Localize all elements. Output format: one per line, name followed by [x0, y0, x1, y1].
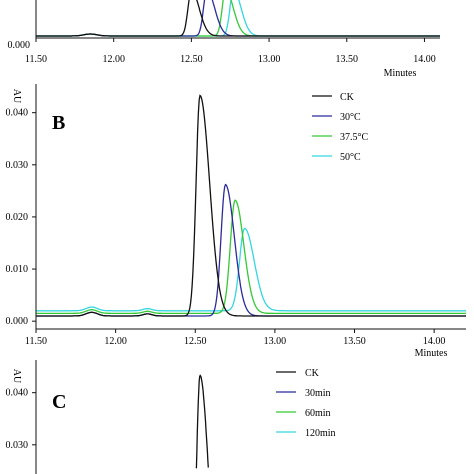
panel-b-legend: CK 30°C 37.5°C 50°C	[312, 92, 368, 163]
panel-a-x-tick-label: 12.50	[180, 54, 203, 65]
panel-b-x-ticks: 11.50 12.00 12.50 13.00 13.50 14.00	[25, 329, 445, 347]
panel-c-series-line	[195, 374, 209, 469]
panel-a-x-tick-label: 12.00	[102, 54, 125, 65]
panel-b-x-tick-label: 13.50	[343, 336, 366, 347]
panel-b: AU B 11.50 12.00 12.50 13.00 13.50 14.00 0.00…	[6, 84, 466, 359]
panel-c-y-tick-label: 0.030	[6, 440, 29, 451]
panel-c-y-ticks: 0.030 0.040	[6, 388, 36, 451]
panel-a-curves	[36, 0, 440, 37]
panel-b-x-axis-label: Minutes	[415, 348, 448, 359]
panel-a-series-line	[36, 0, 440, 37]
panel-b-y-tick-label: 0.030	[6, 160, 29, 171]
panel-b-curves	[36, 94, 466, 317]
panel-a-series-line	[36, 0, 440, 37]
panel-b-y-tick-label: 0.000	[6, 316, 29, 327]
panel-c-legend-label: 60min	[305, 408, 331, 419]
panel-a-series-line	[36, 0, 440, 37]
panel-a-series-line	[36, 0, 440, 37]
panel-b-legend-label: 37.5°C	[340, 132, 368, 143]
panel-c-label: C	[52, 391, 66, 413]
panel-b-y-axis-label: AU	[11, 89, 22, 104]
panel-c-y-tick-label: 0.040	[6, 388, 29, 399]
panel-a-x-tick-label: 11.50	[25, 54, 47, 65]
panel-b-x-tick-label: 14.00	[423, 336, 446, 347]
panel-b-y-ticks: 0.000 0.010 0.020 0.030 0.040	[6, 108, 36, 327]
panel-b-series-line	[36, 94, 466, 317]
panel-b-y-tick-label: 0.010	[6, 264, 29, 275]
panel-a-x-tick-label: 13.00	[258, 54, 281, 65]
panel-b-x-tick-label: 13.00	[264, 336, 287, 347]
panel-a: 11.50 12.00 12.50 13.00 13.50 14.00 0.000 Min…	[8, 0, 440, 79]
panel-c-y-axis-label: AU	[11, 369, 22, 384]
panel-b-y-tick-label: 0.020	[6, 212, 29, 223]
panel-b-y-tick-label: 0.040	[6, 108, 29, 119]
panel-c: AU C 0.030 0.040 CK 30min 60min 120min	[6, 360, 336, 474]
panel-b-x-tick-label: 11.50	[25, 336, 47, 347]
panel-b-x-tick-label: 12.00	[104, 336, 127, 347]
panel-a-x-tick-label: 14.00	[413, 54, 436, 65]
panel-a-x-tick-label: 13.50	[336, 54, 359, 65]
panel-c-legend-label: 30min	[305, 388, 331, 399]
panel-b-label: B	[52, 112, 65, 134]
panel-b-legend-label: 50°C	[340, 152, 361, 163]
panel-b-series-line	[36, 227, 466, 312]
panel-a-y-tick-label: 0.000	[8, 40, 31, 51]
panel-b-series-line	[36, 183, 466, 317]
panel-c-legend-label: 120min	[305, 428, 336, 439]
panel-b-series-line	[36, 199, 466, 315]
panel-c-legend: CK 30min 60min 120min	[276, 368, 336, 439]
panel-b-x-tick-label: 12.50	[184, 336, 207, 347]
panel-b-legend-label: 30°C	[340, 112, 361, 123]
panel-b-legend-label: CK	[340, 92, 355, 103]
panel-c-legend-label: CK	[305, 368, 320, 379]
panel-c-curves	[195, 374, 209, 469]
panel-a-x-axis-label: Minutes	[384, 68, 417, 79]
panel-a-x-ticks: 11.50 12.00 12.50 13.00 13.50 14.00	[25, 38, 436, 65]
